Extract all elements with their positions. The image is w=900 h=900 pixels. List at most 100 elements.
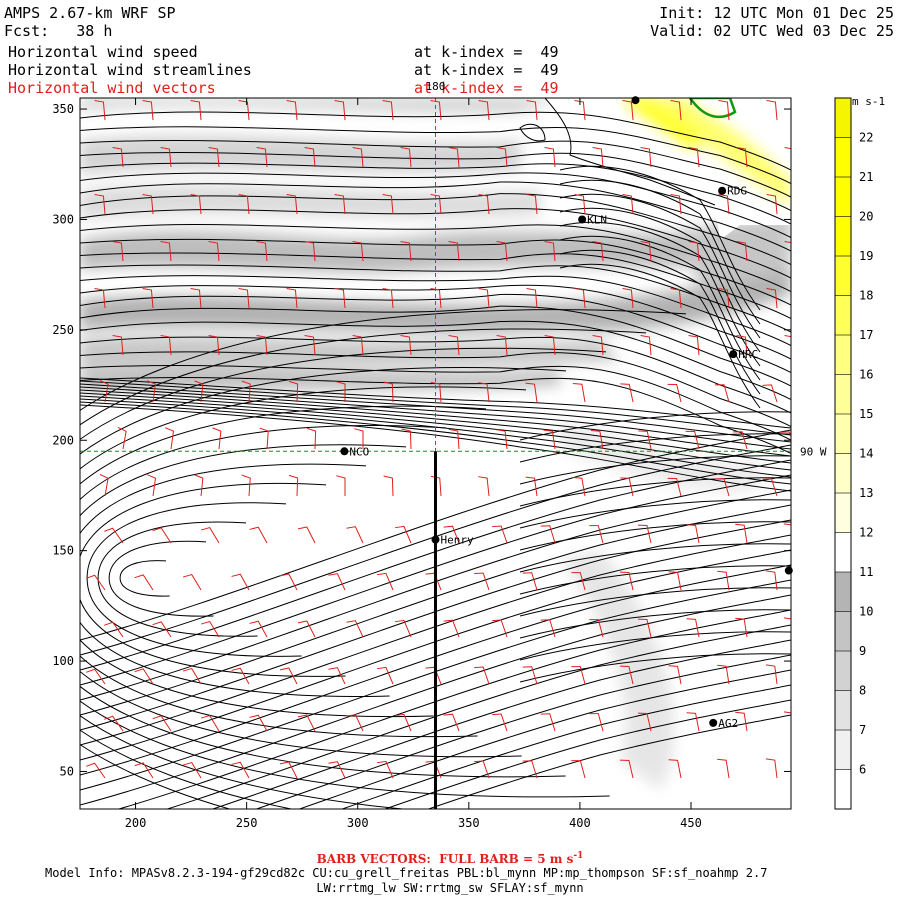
- wind-barb: [544, 147, 556, 168]
- wind-barb: [496, 429, 508, 450]
- y-tick-label: 350: [52, 102, 74, 116]
- wind-barb: [304, 241, 316, 262]
- wind-barb: [670, 288, 682, 309]
- colorbar-cell: [835, 611, 851, 651]
- y-tick-label: 300: [52, 212, 74, 226]
- wind-barb: [194, 380, 204, 403]
- streamline: [80, 367, 610, 798]
- wind-barb: [383, 381, 394, 403]
- wind-barb: [104, 621, 124, 638]
- wind-barb: [99, 474, 109, 497]
- wind-barb: [478, 100, 490, 121]
- wind-barb: [212, 427, 222, 450]
- wind-barb: [112, 147, 124, 168]
- wind-barb: [685, 430, 700, 450]
- streamline: [426, 714, 791, 809]
- wind-barb: [334, 100, 346, 121]
- station-marker: [431, 535, 440, 544]
- x-tick-label: 400: [569, 816, 591, 830]
- wind-barb: [474, 760, 490, 779]
- wind-barb: [592, 147, 604, 168]
- wind-barb: [430, 288, 442, 309]
- wind-barb: [152, 527, 172, 544]
- wind-barb: [443, 713, 460, 732]
- colorbar-cell: [835, 256, 851, 296]
- streamline: [80, 429, 791, 641]
- wind-barb: [574, 194, 586, 215]
- colorbar-tick-label: 9: [859, 644, 866, 658]
- colorbar-tick-label: 21: [859, 170, 873, 184]
- colorbar-cell: [835, 690, 851, 730]
- wind-barb: [394, 525, 412, 544]
- wind-barb: [735, 617, 748, 638]
- wind-barb: [496, 335, 508, 356]
- wind-barb: [383, 475, 394, 497]
- station-label: AG2: [718, 717, 738, 730]
- wind-barb: [238, 288, 250, 309]
- wind-barb: [346, 714, 364, 732]
- streamline: [80, 238, 791, 306]
- wind-barb: [134, 762, 154, 779]
- wind-barb: [112, 335, 124, 356]
- colorbar-tick-label: 12: [859, 526, 873, 540]
- y-tick-label: 150: [52, 544, 74, 558]
- wind-barb: [592, 241, 604, 262]
- wind-barb: [231, 573, 250, 591]
- wind-barb: [620, 383, 634, 403]
- streamline: [559, 207, 761, 353]
- wind-barb: [160, 147, 172, 168]
- wind-barb: [540, 619, 556, 638]
- streamline: [519, 565, 791, 595]
- streamline: [80, 482, 346, 677]
- wind-barb: [297, 620, 316, 638]
- station-label: RDG: [727, 185, 747, 198]
- wind-barb: [400, 241, 412, 262]
- wind-barb: [152, 715, 172, 732]
- wind-barb: [762, 478, 778, 497]
- wind-barb: [241, 380, 251, 403]
- wind-barb: [241, 474, 251, 497]
- colorbar-cell: [835, 295, 851, 335]
- colorbar-cell: [835, 532, 851, 572]
- streamline: [80, 444, 434, 718]
- wind-barb: [574, 100, 586, 121]
- forecast-hour: Fcst: 38 h: [4, 22, 113, 40]
- wind-barb: [544, 241, 556, 262]
- wind-barb: [346, 526, 364, 544]
- station-label: KLN: [587, 213, 607, 226]
- wind-barb: [382, 194, 394, 215]
- wind-barb: [478, 382, 490, 403]
- wind-barb: [346, 620, 364, 638]
- wind-barb: [104, 527, 124, 544]
- wind-barb: [376, 572, 394, 591]
- streamline: [559, 263, 761, 409]
- wind-barb: [400, 147, 412, 168]
- wind-barb: [667, 477, 682, 497]
- wind-barb: [200, 714, 220, 732]
- wind-barb: [430, 381, 442, 403]
- x-tick-label: 300: [347, 816, 369, 830]
- model-physics: LW:rrtmg_lw SW:rrtmg_sw SFLAY:sf_mynn: [316, 881, 584, 895]
- wind-barb: [256, 335, 268, 356]
- streamline: [80, 401, 791, 485]
- colorbar-cell: [835, 651, 851, 691]
- streamline: [80, 383, 791, 443]
- lon-label: 180: [426, 80, 446, 93]
- wind-barb: [160, 335, 172, 356]
- colorbar-tick-label: 19: [859, 249, 873, 263]
- wind-barb: [190, 288, 202, 309]
- wind-barb: [190, 100, 202, 121]
- streamline: [80, 564, 791, 776]
- wind-barb: [622, 194, 634, 215]
- streamline: [559, 235, 761, 381]
- wind-barb: [543, 429, 556, 450]
- streamline: [80, 405, 522, 758]
- colorbar-cell: [835, 769, 851, 809]
- streamline: [519, 499, 791, 529]
- streamline: [519, 433, 791, 463]
- wind-barb: [334, 288, 346, 309]
- streamline: [519, 631, 791, 661]
- wind-barb: [147, 380, 157, 403]
- wind-barb: [352, 335, 364, 356]
- wind-barb: [249, 714, 268, 732]
